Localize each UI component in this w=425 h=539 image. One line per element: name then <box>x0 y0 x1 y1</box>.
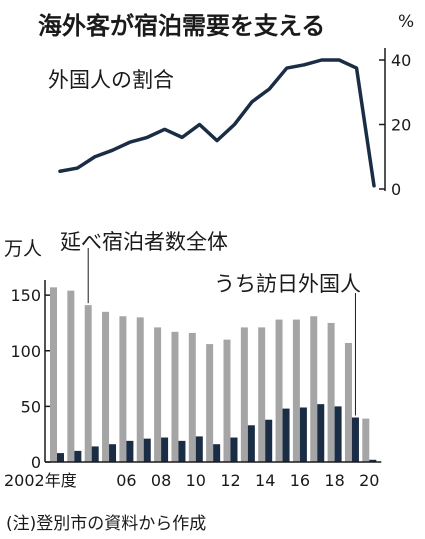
inbound-bar <box>195 436 203 462</box>
total-bar <box>102 311 110 462</box>
bar-x-tick-label: 08 <box>151 471 171 490</box>
line-series-path <box>58 58 376 188</box>
total-bar <box>67 290 75 462</box>
line-series-label: 外国人の割合 <box>48 68 174 92</box>
bar-x-tick-label: 14 <box>255 471 275 490</box>
line-y-tick-label: 0 <box>391 180 401 199</box>
inbound-bar <box>161 437 169 462</box>
bar-x-tick-label: 18 <box>324 471 344 490</box>
total-bar <box>223 339 231 462</box>
total-bar <box>50 287 57 462</box>
total-bar <box>84 305 92 462</box>
inbound-bar <box>109 444 117 462</box>
inbound-bar <box>247 425 255 462</box>
inbound-bar <box>369 459 377 462</box>
inbound-bar <box>74 450 82 462</box>
bar-y-tick-label: 150 <box>10 286 41 305</box>
bar-x-tick-label: 2002年度 <box>4 471 77 490</box>
inbound-bar <box>143 438 151 462</box>
total-bar <box>188 332 196 462</box>
total-bar <box>258 327 266 462</box>
source-note: (注)登別市の資料から作成 <box>6 514 207 534</box>
total-bar <box>327 322 335 462</box>
bar-x-tick-label: 06 <box>116 471 136 490</box>
total-bar <box>171 331 179 462</box>
inbound-bar <box>126 440 134 462</box>
line-y-tick-label: 20 <box>391 116 411 135</box>
chart-title: 海外客が宿泊需要を支える <box>38 12 326 40</box>
total-bar <box>275 319 283 462</box>
bar-x-tick-label: 12 <box>220 471 240 490</box>
total-bar <box>119 316 127 462</box>
line-y-tick-label: 40 <box>391 51 411 70</box>
total-bar <box>136 317 144 462</box>
inbound-bar <box>265 419 273 462</box>
total-bar <box>240 327 248 462</box>
inbound-bar <box>282 408 290 462</box>
bar-x-tick-label: 20 <box>359 471 379 490</box>
total-bar <box>292 319 300 462</box>
inbound-bar <box>213 444 221 462</box>
inbound-series-label: うち訪日外国人 <box>214 272 361 296</box>
bar-y-tick-label: 0 <box>31 453 41 472</box>
total-bar <box>206 344 214 462</box>
inbound-bar <box>317 404 325 462</box>
inbound-bar <box>230 437 238 462</box>
bar-y-unit: 万人 <box>4 238 43 260</box>
inbound-bar <box>57 453 64 462</box>
inbound-bar <box>299 407 307 462</box>
inbound-bar <box>351 417 359 462</box>
inbound-bar <box>91 446 99 462</box>
bar-x-tick-label: 10 <box>186 471 206 490</box>
inbound-bar <box>334 406 342 462</box>
total-bar <box>344 342 352 462</box>
total-bar <box>154 327 162 462</box>
line-y-unit: % <box>398 12 415 32</box>
bar-y-tick-label: 50 <box>21 397 41 416</box>
total-bar <box>362 418 370 462</box>
bar-x-tick-label: 16 <box>290 471 310 490</box>
bar-y-tick-label: 100 <box>10 342 41 361</box>
total-bar <box>310 316 318 462</box>
inbound-bar <box>178 440 186 462</box>
